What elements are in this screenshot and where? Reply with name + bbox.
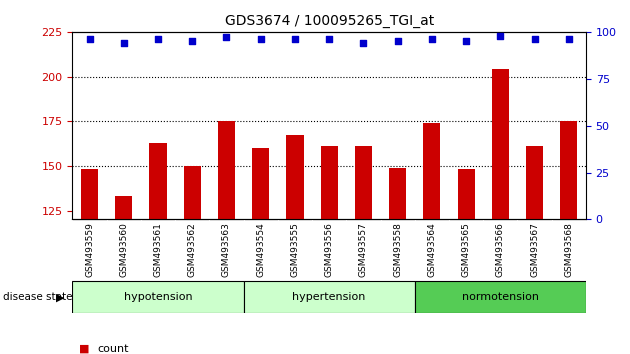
Text: GSM493557: GSM493557 — [359, 223, 368, 278]
Bar — [423, 123, 440, 219]
Text: ▶: ▶ — [55, 292, 64, 302]
Point — [324, 36, 334, 42]
Bar — [287, 136, 304, 219]
Point — [256, 36, 266, 42]
Text: normotension: normotension — [462, 292, 539, 302]
Text: GSM493565: GSM493565 — [462, 223, 471, 278]
Text: GSM493566: GSM493566 — [496, 223, 505, 278]
Bar — [321, 146, 338, 219]
FancyBboxPatch shape — [72, 281, 244, 313]
Bar — [457, 170, 474, 219]
Text: GSM493568: GSM493568 — [564, 223, 573, 278]
Title: GDS3674 / 100095265_TGI_at: GDS3674 / 100095265_TGI_at — [224, 14, 434, 28]
Bar — [526, 146, 543, 219]
Point — [564, 36, 574, 42]
Text: GSM493556: GSM493556 — [324, 223, 334, 278]
Point — [118, 40, 129, 46]
Text: ■: ■ — [79, 344, 89, 354]
Point — [153, 36, 163, 42]
Text: GSM493563: GSM493563 — [222, 223, 231, 278]
Text: GSM493561: GSM493561 — [154, 223, 163, 278]
Text: GSM493560: GSM493560 — [119, 223, 129, 278]
Text: count: count — [98, 344, 129, 354]
Text: GSM493562: GSM493562 — [188, 223, 197, 277]
Text: hypotension: hypotension — [123, 292, 192, 302]
Bar — [355, 146, 372, 219]
Point — [392, 38, 403, 44]
Bar — [115, 196, 132, 219]
Point — [358, 40, 369, 46]
Bar — [492, 69, 509, 219]
FancyBboxPatch shape — [415, 281, 586, 313]
Point — [427, 36, 437, 42]
Bar — [149, 143, 166, 219]
Point — [84, 36, 94, 42]
Text: GSM493555: GSM493555 — [290, 223, 299, 278]
Point — [495, 33, 505, 39]
Text: disease state: disease state — [3, 292, 72, 302]
Point — [461, 38, 471, 44]
Point — [221, 35, 231, 40]
Text: GSM493564: GSM493564 — [427, 223, 437, 277]
Bar — [184, 166, 201, 219]
Bar — [81, 170, 98, 219]
Point — [529, 36, 539, 42]
Point — [290, 36, 300, 42]
Bar — [218, 121, 235, 219]
Point — [187, 38, 197, 44]
FancyBboxPatch shape — [244, 281, 415, 313]
Bar — [389, 168, 406, 219]
Bar — [560, 121, 577, 219]
Text: GSM493554: GSM493554 — [256, 223, 265, 277]
Text: hypertension: hypertension — [292, 292, 366, 302]
Bar — [252, 148, 269, 219]
Text: GSM493559: GSM493559 — [85, 223, 94, 278]
Text: GSM493558: GSM493558 — [393, 223, 402, 278]
Text: GSM493567: GSM493567 — [530, 223, 539, 278]
